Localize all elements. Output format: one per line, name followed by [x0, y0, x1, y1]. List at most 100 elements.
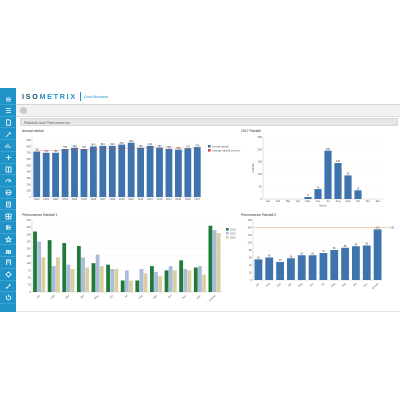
bar [354, 190, 362, 199]
bar [187, 270, 192, 292]
y-tick-label: 0 [29, 290, 31, 294]
x-tick-label: Mar [64, 294, 70, 300]
average-point [177, 147, 179, 149]
logo-subtitle: Good Business [83, 94, 109, 99]
sidebar-item-10[interactable] [0, 199, 16, 211]
x-tick-label: Jun [108, 293, 114, 299]
sidebar-item-11[interactable] [0, 211, 16, 222]
sidebar-item-18[interactable] [0, 293, 16, 304]
sidebar-item-2[interactable] [0, 106, 16, 117]
x-tick-label: Jul [124, 293, 129, 298]
legend-swatch [208, 149, 211, 152]
bar [139, 268, 144, 292]
sidebar-item-12[interactable] [0, 223, 16, 234]
data-label: 760 [63, 146, 68, 149]
bar [108, 145, 116, 197]
y-tick-label: 140 [247, 225, 252, 229]
x-tick-label: 2006 [90, 197, 96, 201]
x-tick-label: 2015 [175, 197, 181, 201]
tools-icon [5, 131, 11, 137]
section-header[interactable]: Rainfall and Phenomenon [20, 118, 398, 126]
x-tick-label: 2014 [166, 197, 172, 201]
legend-label: 2016 [230, 227, 236, 231]
phenomenon-rainfall-1-panel: Phenomenon Rainfall 1 0 25 50 75 100 125 150 17… [22, 213, 237, 308]
y-tick-label: 0 [29, 195, 31, 199]
legend-label: Annual rainfall [212, 144, 229, 148]
bar [99, 145, 107, 197]
average-point [140, 147, 142, 149]
x-tick-label: Jan [266, 199, 271, 203]
average-point [121, 147, 123, 149]
bar [89, 146, 97, 197]
x-tick-label: Jul [326, 199, 330, 203]
home-button[interactable] [20, 107, 27, 114]
bar [158, 276, 163, 292]
sidebar-item-4[interactable] [0, 129, 16, 141]
average-point [55, 149, 57, 151]
x-tick-label: Feb [276, 199, 281, 203]
bar [287, 258, 295, 280]
sidebar-item-6[interactable] [0, 153, 16, 164]
bar [297, 255, 306, 280]
sidebar-item-16[interactable] [0, 270, 16, 281]
toolbar [16, 105, 400, 117]
bar [202, 274, 206, 292]
bar [184, 148, 192, 197]
sidebar-item-8[interactable] [0, 176, 16, 187]
phenomenon-rainfall-2-chart: 0 20 40 60 80 100 120 140 160 55 Jan 60 Feb 48 Mar 58 Ap… [247, 218, 394, 290]
isometrix-logo[interactable]: ISOMETRIX Good Business [22, 91, 108, 102]
sidebar-item-5[interactable] [0, 141, 16, 152]
bottom-divider [16, 311, 400, 312]
bar [373, 229, 382, 280]
sidebar-item-15[interactable] [0, 258, 16, 269]
sidebar-item-3[interactable] [0, 117, 16, 129]
bar [352, 246, 360, 280]
x-axis-label: Month [319, 204, 327, 208]
app-window: ISOMETRIX Good Business Rainfall and Phe… [0, 88, 400, 312]
sidebar-item-1[interactable] [0, 94, 16, 105]
sidebar-item-13[interactable] [0, 234, 16, 246]
bar [183, 268, 188, 292]
x-tick-label: Nov [362, 281, 369, 288]
bar [95, 254, 100, 292]
bar [330, 250, 339, 280]
sidebar-item-17[interactable] [0, 281, 16, 293]
bar [156, 147, 163, 197]
globe-icon [5, 189, 11, 196]
y-tick-label: 20 [249, 270, 252, 274]
x-tick-label: Dec [376, 199, 381, 203]
bar [114, 268, 119, 292]
data-label: 780 [72, 145, 77, 148]
sidebar-item-7[interactable] [0, 164, 16, 176]
bar [193, 267, 198, 292]
sidebar-item-9[interactable] [0, 188, 16, 199]
bar [319, 253, 328, 280]
x-tick-label: Jun [316, 199, 321, 203]
data-label: 760 [82, 146, 87, 149]
people-icon [5, 249, 11, 254]
x-tick-label: Jun [309, 281, 315, 287]
bar [179, 260, 184, 292]
average-point [168, 147, 170, 149]
bar [118, 144, 126, 197]
x-tick-label: 2017 [194, 197, 200, 201]
sidebar-item-14[interactable] [0, 246, 16, 258]
bar [164, 270, 169, 292]
data-label: 48 [279, 259, 282, 262]
x-tick-label: 2003 [62, 197, 68, 201]
data-label: 195 [326, 148, 331, 151]
bar [174, 149, 182, 197]
average-point [159, 147, 160, 149]
x-tick-label: Aug [336, 199, 341, 203]
panel-title: 2017 Rainfall [241, 129, 261, 133]
bar [110, 268, 115, 292]
header: ISOMETRIX Good Business [16, 88, 400, 105]
gauge-icon [5, 179, 11, 183]
data-label: 72 [322, 250, 325, 253]
y-tick-label: 200 [257, 147, 262, 151]
bar [70, 268, 75, 292]
x-tick-label: Oct [352, 281, 358, 287]
legend-swatch [208, 145, 211, 148]
rainfall-2017-panel: 2017 Rainfall 0 50 100 150 200 250 Jan Feb Mar Ap… [241, 129, 398, 214]
bar [154, 271, 158, 292]
